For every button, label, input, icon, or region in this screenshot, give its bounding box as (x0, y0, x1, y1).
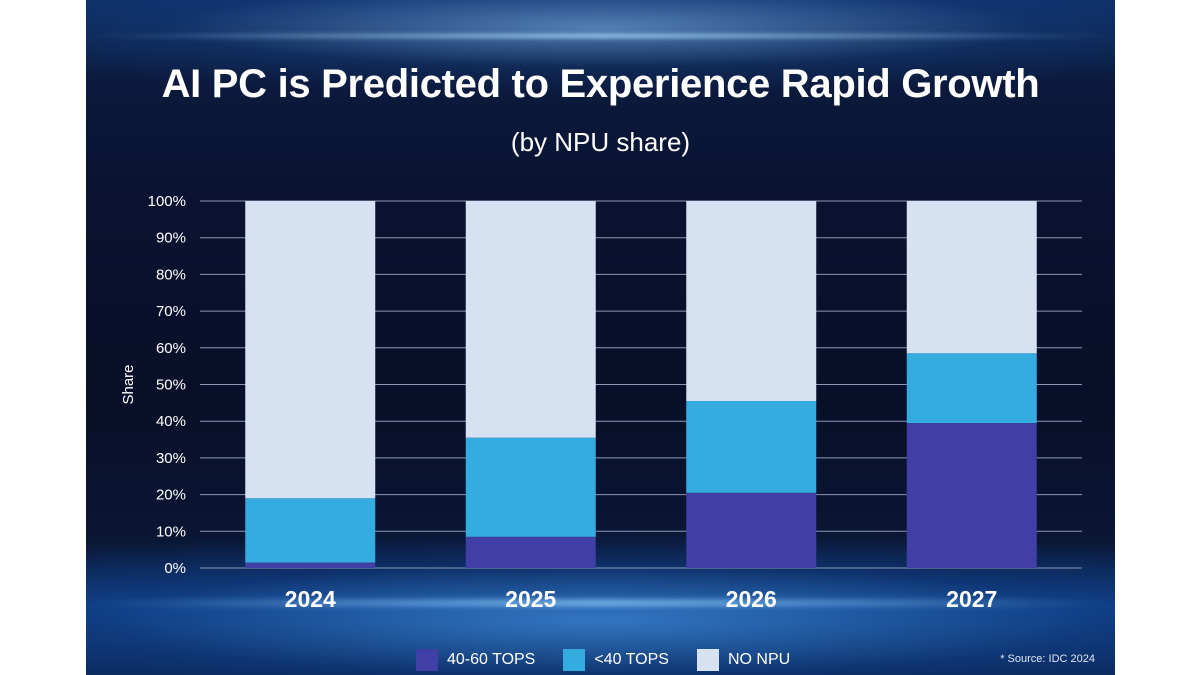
x-tick-label: 2025 (505, 586, 556, 612)
chart-title: AI PC is Predicted to Experience Rapid G… (161, 62, 1040, 106)
stacked-bar-chart: 0% 10% 20% 30% 40% 50% 60% 70% 80% 90% 100% Share 20… (120, 193, 1082, 612)
y-tick-label: 90% (156, 230, 186, 247)
bar-2027-40-60-tops (906, 423, 1037, 568)
bar-2024-no-npu (245, 201, 376, 499)
bar-2026-no-npu (686, 201, 817, 402)
legend-swatch-no-npu (696, 649, 719, 671)
y-tick-label: 80% (156, 266, 186, 283)
y-tick-label: 40% (156, 413, 186, 430)
y-axis-label: Share (120, 364, 137, 404)
bottom-light-streak (86, 600, 1115, 606)
y-tick-label: 30% (156, 450, 186, 467)
y-tick-label: 10% (156, 523, 186, 540)
x-tick-label: 2024 (285, 586, 336, 612)
bar-2024-40-tops (245, 498, 376, 563)
bar-2027-40-tops (906, 353, 1037, 424)
x-tick-label: 2026 (726, 586, 777, 612)
legend-item-no-npu: NO NPU (696, 649, 791, 671)
chart-subtitle: (by NPU share) (510, 127, 691, 157)
bar-2027-no-npu (906, 201, 1037, 354)
top-light-streak (86, 34, 1115, 38)
x-tick-label: 2027 (946, 586, 997, 612)
bar-2025-40-60-tops (465, 536, 596, 568)
source-note: * Source: IDC 2024 (1000, 653, 1095, 665)
legend: 40-60 TOPS <40 TOPS NO NPU (416, 649, 818, 671)
bar-2025-no-npu (465, 201, 596, 438)
bar-2026-40-tops (686, 401, 817, 493)
y-tick-label: 70% (156, 303, 186, 320)
legend-label-40-60-tops: 40-60 TOPS (447, 651, 536, 668)
legend-swatch-40-60-tops (416, 649, 438, 671)
y-tick-label: 20% (156, 487, 186, 504)
bar-2025-40-tops (465, 437, 596, 537)
bar-2024-40-60-tops (245, 562, 376, 568)
bar-2026-40-60-tops (686, 492, 817, 568)
legend-swatch-under-40-tops (563, 649, 586, 671)
legend-label-no-npu: NO NPU (727, 651, 791, 668)
legend-item-under-40-tops: <40 TOPS (563, 649, 669, 671)
y-tick-label: 60% (156, 340, 186, 357)
y-tick-label: 0% (164, 560, 186, 577)
legend-item-40-60-tops: 40-60 TOPS (416, 649, 535, 671)
legend-label-under-40-tops: <40 TOPS (594, 651, 669, 668)
chart-panel: AI PC is Predicted to Experience Rapid G… (86, 0, 1115, 675)
y-tick-label: 50% (156, 377, 186, 394)
y-tick-label: 100% (148, 193, 186, 210)
